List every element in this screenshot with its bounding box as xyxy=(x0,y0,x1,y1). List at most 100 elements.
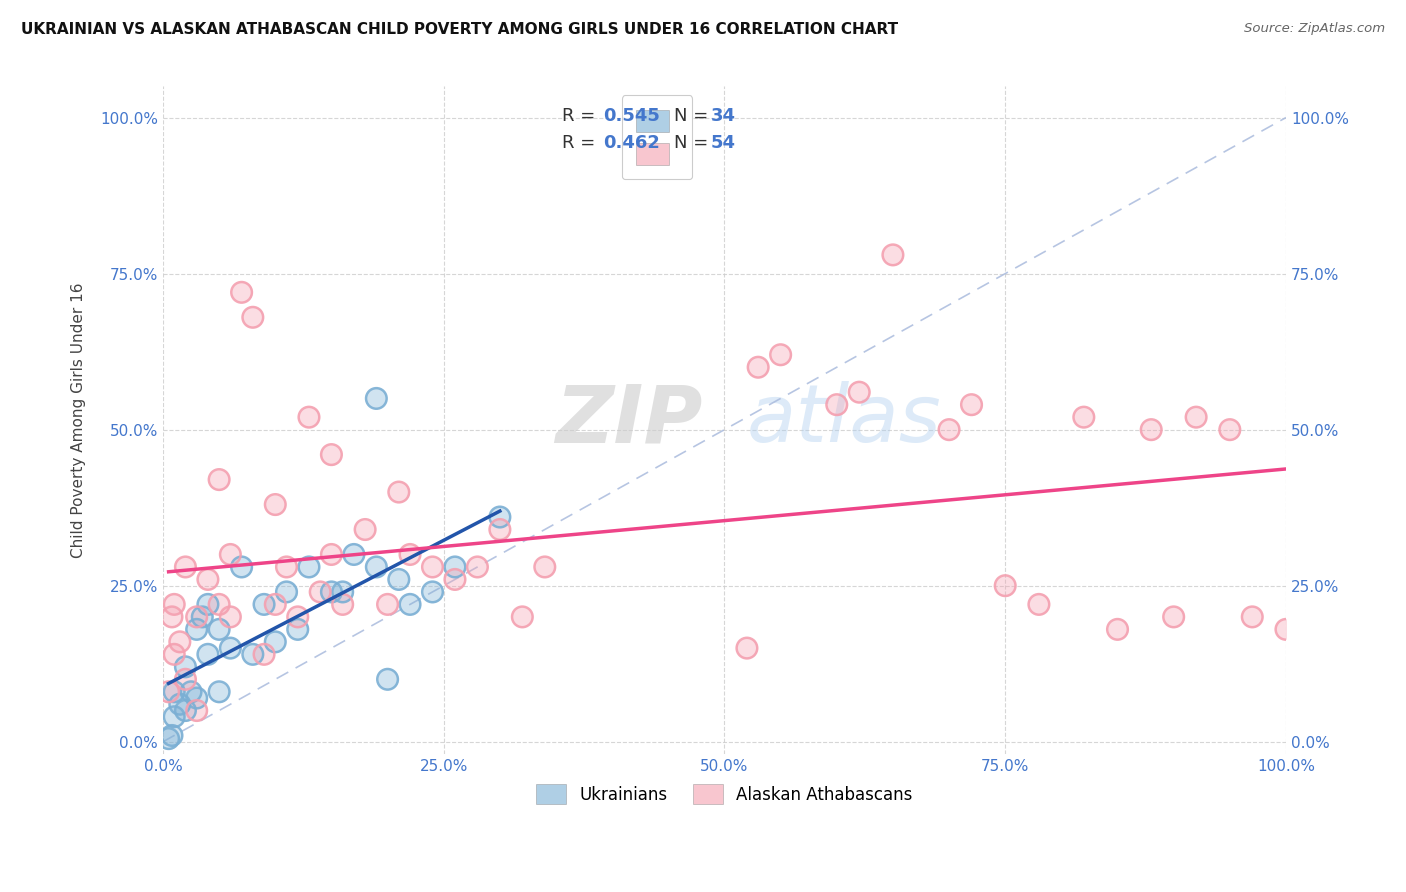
Point xyxy=(1140,423,1163,437)
Point xyxy=(219,610,242,624)
Point xyxy=(1275,623,1298,637)
Point xyxy=(298,560,321,574)
Point xyxy=(231,285,253,300)
Point xyxy=(197,598,219,612)
Point xyxy=(444,573,467,587)
Text: 34: 34 xyxy=(711,107,735,126)
Point xyxy=(1028,598,1050,612)
Point xyxy=(287,623,309,637)
Point xyxy=(388,485,411,500)
Point xyxy=(169,635,191,649)
Point xyxy=(366,560,388,574)
Point xyxy=(163,598,186,612)
Point xyxy=(157,685,180,699)
Point xyxy=(174,673,197,687)
Text: atlas: atlas xyxy=(747,381,942,459)
Point xyxy=(309,585,332,599)
Point xyxy=(163,598,186,612)
Point xyxy=(848,385,870,400)
Point xyxy=(1163,610,1185,624)
Point xyxy=(287,623,309,637)
Point xyxy=(994,579,1017,593)
Point xyxy=(882,248,904,262)
Point xyxy=(160,729,183,743)
Point xyxy=(264,635,287,649)
Point xyxy=(1163,610,1185,624)
Point xyxy=(533,560,555,574)
Point xyxy=(1241,610,1264,624)
Point xyxy=(253,648,276,662)
Text: UKRAINIAN VS ALASKAN ATHABASCAN CHILD POVERTY AMONG GIRLS UNDER 16 CORRELATION C: UKRAINIAN VS ALASKAN ATHABASCAN CHILD PO… xyxy=(21,22,898,37)
Point xyxy=(191,610,214,624)
Point xyxy=(321,448,343,462)
Point xyxy=(960,398,983,412)
Point xyxy=(321,548,343,562)
Point xyxy=(174,704,197,718)
Point xyxy=(332,585,354,599)
Point xyxy=(388,573,411,587)
Text: 0.545: 0.545 xyxy=(603,107,659,126)
Point xyxy=(769,348,792,362)
Point xyxy=(163,685,186,699)
Point xyxy=(1140,423,1163,437)
Point xyxy=(298,410,321,425)
Point xyxy=(276,560,298,574)
Point xyxy=(186,610,208,624)
Point xyxy=(219,610,242,624)
Point xyxy=(174,560,197,574)
Point xyxy=(157,731,180,746)
Point xyxy=(1107,623,1129,637)
Point xyxy=(208,598,231,612)
Point xyxy=(399,548,422,562)
Point xyxy=(160,610,183,624)
Point xyxy=(264,598,287,612)
Point xyxy=(388,573,411,587)
Point xyxy=(321,585,343,599)
Point xyxy=(208,685,231,699)
Point xyxy=(157,685,180,699)
Point xyxy=(169,698,191,712)
Point xyxy=(489,510,512,524)
Point xyxy=(169,698,191,712)
Point xyxy=(735,641,758,656)
Text: Source: ZipAtlas.com: Source: ZipAtlas.com xyxy=(1244,22,1385,36)
Point xyxy=(769,348,792,362)
Point xyxy=(321,448,343,462)
Point xyxy=(332,598,354,612)
Y-axis label: Child Poverty Among Girls Under 16: Child Poverty Among Girls Under 16 xyxy=(72,283,86,558)
Point xyxy=(174,660,197,674)
Point xyxy=(1185,410,1208,425)
Point xyxy=(882,248,904,262)
Point xyxy=(512,610,534,624)
Point xyxy=(848,385,870,400)
Point xyxy=(825,398,848,412)
Point xyxy=(489,523,512,537)
Point xyxy=(219,548,242,562)
Legend: Ukrainians, Alaskan Athabascans: Ukrainians, Alaskan Athabascans xyxy=(529,776,921,813)
Point xyxy=(366,560,388,574)
Point xyxy=(444,560,467,574)
Point xyxy=(242,310,264,325)
Point xyxy=(489,523,512,537)
Point xyxy=(1219,423,1241,437)
Point xyxy=(366,392,388,406)
Text: R =: R = xyxy=(561,107,600,126)
Point xyxy=(208,473,231,487)
Point xyxy=(191,610,214,624)
Point xyxy=(1219,423,1241,437)
Point xyxy=(208,473,231,487)
Point xyxy=(157,731,180,746)
Point xyxy=(287,610,309,624)
Point xyxy=(197,573,219,587)
Point xyxy=(1028,598,1050,612)
Point xyxy=(163,648,186,662)
Point xyxy=(242,648,264,662)
Point xyxy=(174,560,197,574)
Point xyxy=(197,648,219,662)
Point xyxy=(231,560,253,574)
Point xyxy=(231,560,253,574)
Point xyxy=(1275,623,1298,637)
Point xyxy=(377,673,399,687)
Point xyxy=(512,610,534,624)
Point xyxy=(422,585,444,599)
